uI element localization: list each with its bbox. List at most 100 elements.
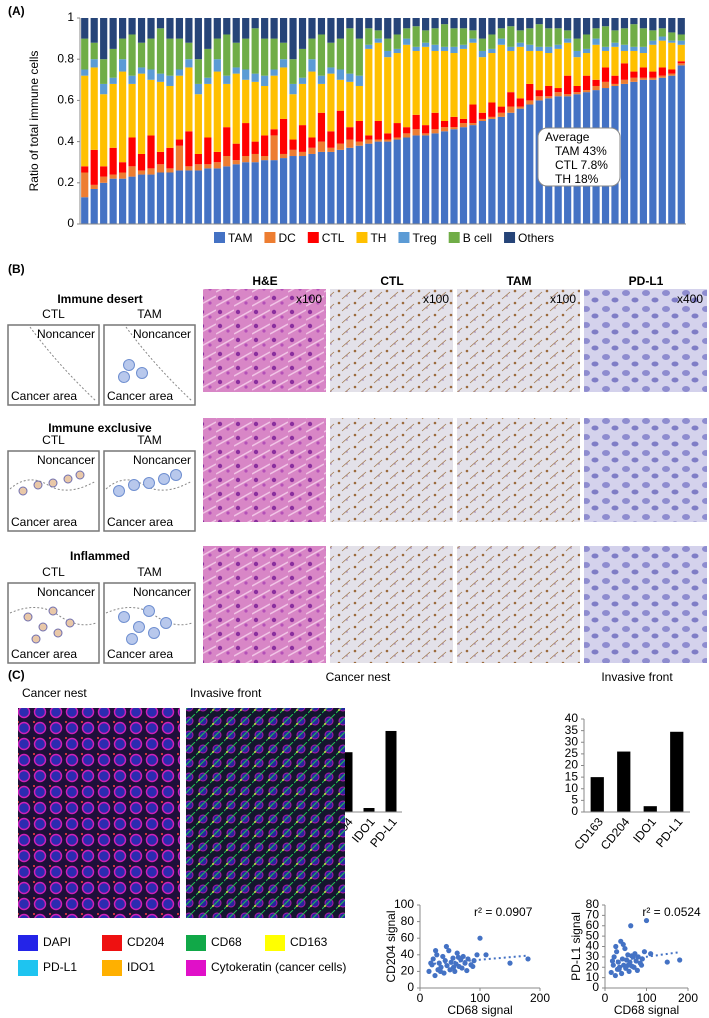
point: [459, 965, 465, 971]
y-axis-title: Ratio of total immune cells: [27, 51, 41, 192]
bar-segment: [175, 145, 184, 171]
x-tick-label: 100: [470, 991, 490, 1005]
bar-segment: [355, 145, 363, 224]
bar-segment: [554, 18, 562, 29]
y-tick-label: 60: [586, 918, 600, 932]
bar-segment: [611, 75, 619, 84]
bar-segment: [308, 38, 316, 60]
bar-segment: [298, 48, 307, 78]
legend-label: DC: [278, 231, 296, 245]
bar-segment: [81, 172, 89, 198]
legend-swatch: [356, 232, 368, 243]
bar-segment: [526, 83, 534, 101]
bar-segment: [403, 28, 411, 39]
point: [633, 958, 639, 964]
annotation: r² = 0.0907: [474, 905, 533, 919]
bar-segment: [119, 59, 127, 72]
bar-segment: [251, 81, 259, 142]
point: [437, 968, 443, 975]
bar-segment: [526, 28, 534, 45]
bar-segment: [668, 32, 676, 41]
bar-segment: [535, 90, 543, 97]
point: [446, 948, 452, 954]
legend-swatch: [214, 232, 225, 243]
point: [507, 960, 513, 966]
point: [426, 968, 432, 975]
point: [444, 962, 450, 969]
bar-segment: [175, 38, 184, 70]
bar-segment: [545, 46, 553, 54]
bar-segment: [384, 133, 392, 140]
bar-segment: [677, 34, 685, 41]
annotation: CTL 7.8%: [555, 158, 608, 172]
bar-segment: [668, 40, 676, 43]
bar-segment: [374, 38, 382, 43]
legend-label: CD68: [211, 935, 242, 949]
bar-segment: [573, 50, 581, 58]
tam-cell: [148, 627, 160, 639]
bar-segment: [213, 38, 221, 60]
bar-segment: [327, 151, 335, 224]
legend-swatch: [264, 232, 276, 243]
tam-cell: [170, 469, 182, 481]
bar-segment: [440, 18, 449, 25]
bar-segment: [270, 18, 278, 39]
legend-label: CD204: [127, 935, 165, 949]
bar-segment: [175, 139, 184, 146]
bar-segment: [488, 34, 496, 49]
x-tick-label: CD204: [598, 815, 633, 853]
bar-segment: [327, 67, 335, 74]
bar-segment: [147, 168, 155, 175]
bar-segment: [137, 67, 146, 74]
magnification: x400: [677, 292, 703, 306]
bar-segment: [431, 44, 439, 51]
magnification: x100: [550, 292, 576, 306]
bar-segment: [100, 182, 108, 224]
bar-segment: [166, 147, 174, 169]
point: [477, 935, 483, 941]
legend-label: B cell: [463, 231, 492, 245]
bar-segment: [668, 42, 676, 70]
ctl-cell: [65, 618, 75, 628]
panel-label: (C): [8, 668, 25, 682]
bar-segment: [384, 18, 392, 39]
bar-segment: [251, 141, 259, 154]
tam-cell: [118, 371, 130, 383]
y-axis-title: CD204 signal: [384, 910, 398, 982]
bar-segment: [450, 127, 458, 130]
bar-segment: [270, 129, 278, 136]
micrograph: [584, 546, 707, 663]
bar-segment: [516, 42, 524, 47]
bar-segment: [100, 176, 108, 183]
bar: [617, 751, 631, 812]
legend-swatch: [504, 232, 516, 243]
bar-segment: [422, 125, 430, 134]
bar-segment: [403, 38, 411, 45]
schema-box: [103, 582, 196, 664]
bar-segment: [440, 46, 449, 51]
bar-segment: [582, 18, 591, 35]
bar-segment: [346, 139, 354, 148]
bar-segment: [251, 153, 259, 163]
bar-segment: [279, 153, 288, 159]
bar-segment: [308, 59, 316, 72]
region-label: Noncancer: [133, 327, 191, 341]
region-label: Noncancer: [133, 585, 191, 599]
region-label: Noncancer: [37, 453, 95, 467]
bar-segment: [90, 67, 98, 150]
micrograph: [203, 418, 326, 522]
bar-segment: [232, 164, 240, 224]
bar-segment: [90, 184, 98, 189]
bar-segment: [459, 118, 468, 124]
bar-segment: [658, 36, 666, 41]
bar-segment: [582, 90, 591, 93]
bar-segment: [620, 18, 629, 29]
bar-segment: [592, 79, 600, 86]
bar-segment: [573, 85, 581, 93]
bar-segment: [156, 28, 165, 74]
region-label: Cancer area: [11, 389, 77, 403]
bar-segment: [668, 75, 676, 225]
bar-segment: [412, 135, 420, 224]
bar-segment: [564, 18, 572, 31]
bar-segment: [630, 18, 638, 25]
